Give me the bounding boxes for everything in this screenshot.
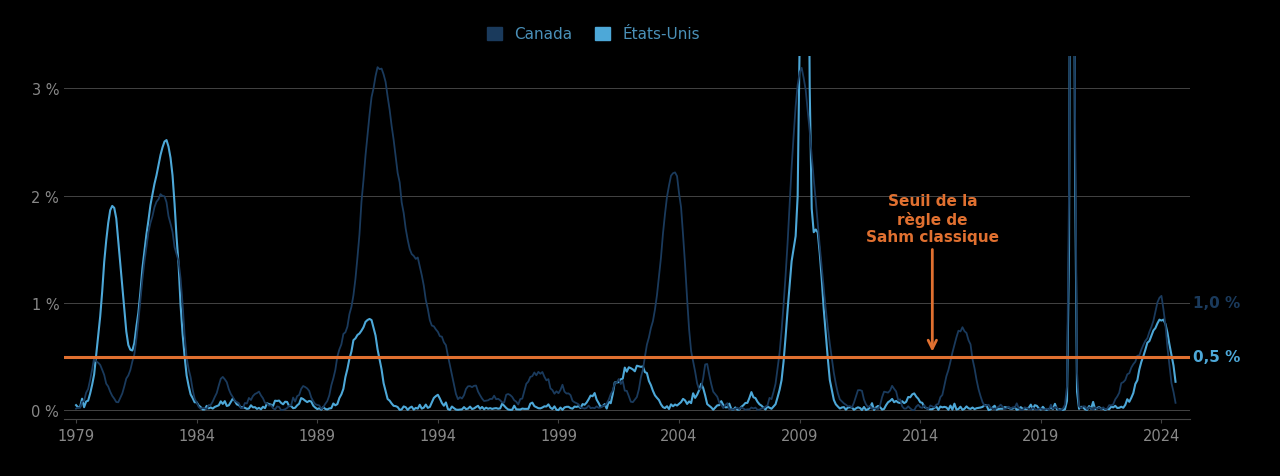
Text: 0,5 %: 0,5 % <box>1193 349 1240 364</box>
Legend: Canada, États-Unis: Canada, États-Unis <box>480 21 707 49</box>
Text: 1,0 %: 1,0 % <box>1193 296 1240 311</box>
Text: Seuil de la
règle de
Sahm classique: Seuil de la règle de Sahm classique <box>865 194 998 349</box>
